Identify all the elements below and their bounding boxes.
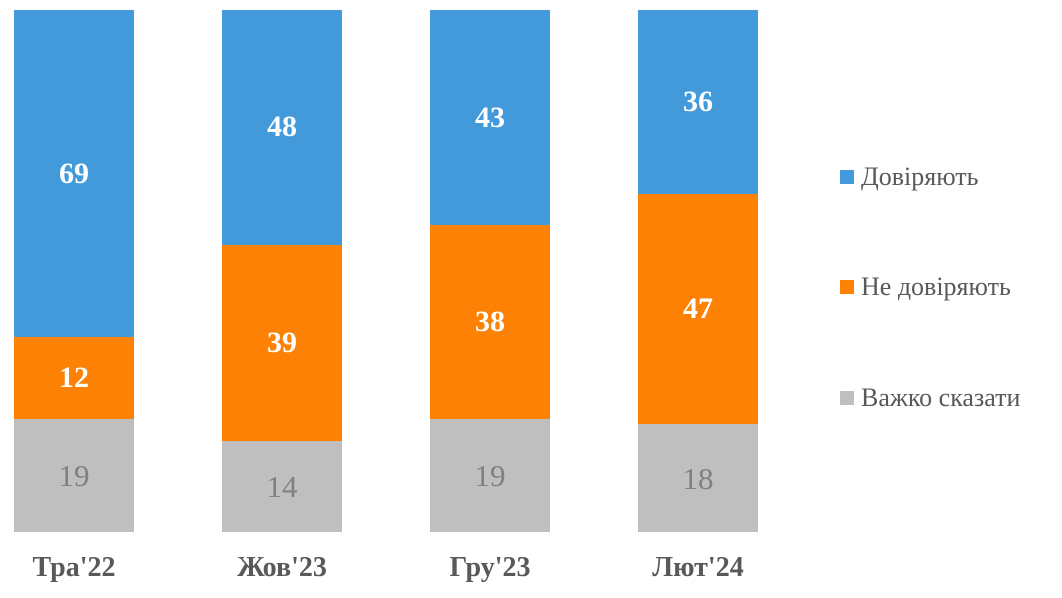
segment-value-label: 19: [58, 458, 90, 494]
bar-column: 43 38 19: [430, 10, 550, 532]
segment-value-label: 43: [475, 100, 505, 134]
segment-value-label: 38: [475, 305, 505, 339]
plot-area: 69 12 19 48 39 14 43 38 19 36 47 18: [14, 10, 758, 532]
bar-segment: 69: [14, 10, 134, 338]
bar-segment: 36: [638, 10, 758, 194]
bar-column: 69 12 19: [14, 10, 134, 532]
bar-segment: 48: [222, 10, 342, 245]
segment-value-label: 12: [59, 361, 89, 395]
bar-column: 48 39 14: [222, 10, 342, 532]
x-axis-label: Жов'23: [237, 552, 327, 583]
legend-label: Довіряють: [861, 162, 979, 191]
bar-segment: 19: [14, 419, 134, 532]
bar-column: 36 47 18: [638, 10, 758, 532]
legend-item: Важко сказати: [840, 385, 1020, 411]
segment-value-label: 39: [267, 326, 297, 360]
segment-value-label: 14: [266, 469, 298, 505]
legend-swatch: [840, 170, 854, 184]
bar-segment: 18: [638, 424, 758, 532]
segment-value-label: 19: [474, 458, 506, 494]
legend-swatch: [840, 391, 854, 405]
bar-segment: 14: [222, 441, 342, 532]
bar-segment: 39: [222, 244, 342, 442]
bar-segment: 43: [430, 10, 550, 226]
legend-swatch: [840, 280, 854, 294]
x-axis-label: Гру'23: [449, 552, 531, 583]
x-axis-label: Тра'22: [32, 552, 116, 583]
legend-item: Довіряють: [840, 164, 979, 190]
bar-segment: 19: [430, 419, 550, 532]
bar-segment: 38: [430, 225, 550, 420]
legend-label: Важко сказати: [861, 383, 1021, 412]
segment-value-label: 69: [59, 156, 89, 190]
legend: Довіряють Не довіряють Важко сказати: [840, 0, 1062, 598]
segment-value-label: 48: [267, 110, 297, 144]
legend-item: Не довіряють: [840, 274, 1011, 300]
x-axis-label: Лют'24: [652, 552, 744, 583]
segment-value-label: 47: [683, 291, 713, 325]
legend-label: Не довіряють: [861, 272, 1011, 301]
x-axis-labels: Тра'22 Жов'23 Гру'23 Лют'24: [14, 552, 758, 584]
segment-value-label: 18: [682, 460, 714, 496]
bar-segment: 12: [14, 337, 134, 420]
segment-value-label: 36: [683, 84, 713, 118]
bar-segment: 47: [638, 193, 758, 425]
